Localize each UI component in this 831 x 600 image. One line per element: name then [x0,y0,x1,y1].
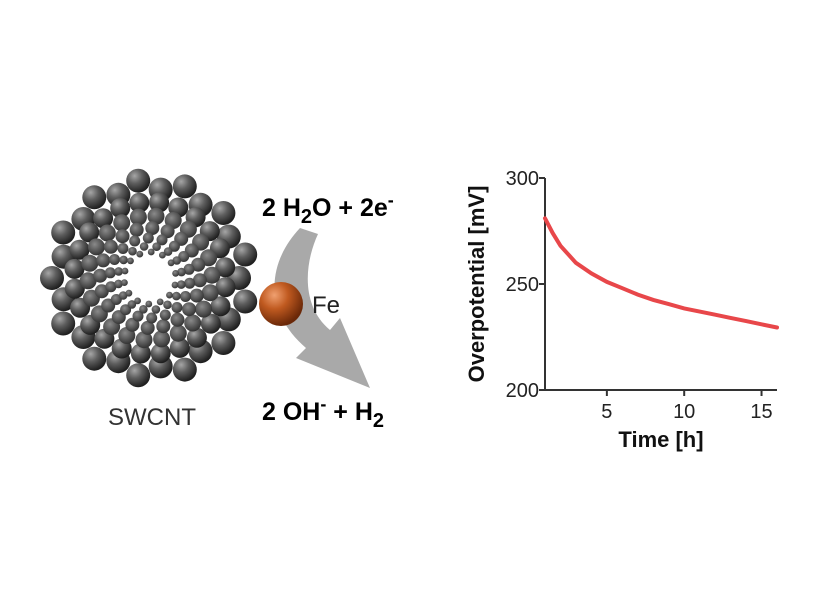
y-tick-label: 300 [506,168,539,190]
reactants-equation: 2 H2O + 2e- [262,190,394,228]
x-axis-label: Time [h] [618,427,703,452]
x-tick-label: 10 [673,401,695,423]
x-tick-label: 5 [601,401,612,423]
curved-arrow-icon [274,228,370,388]
x-tick-label: 15 [750,401,772,423]
carbon-nanotube-icon [40,168,258,388]
products-sub: 2 [373,410,384,432]
reactants-mid: O + 2e [312,194,388,222]
products-prefix: 2 OH [262,398,320,426]
products-equation: 2 OH- + H2 [262,394,384,432]
catalyst-label: Fe [312,292,340,319]
reactants-sub: 2 [301,206,312,228]
iron-particle-icon [259,282,303,326]
reactants-prefix: 2 H [262,194,301,222]
y-tick-label: 200 [506,380,539,402]
reactants-sup: - [388,190,394,210]
y-tick-label: 250 [506,274,539,296]
products-mid: + H [326,398,373,426]
products-sup: - [320,394,326,414]
swcnt-label: SWCNT [108,404,196,431]
y-axis-label: Overpotential [mV] [464,186,489,383]
series-line [543,216,779,330]
overpotential-chart: 200 250 300 5 10 15 Time [h] Overpotential [… [464,168,779,452]
